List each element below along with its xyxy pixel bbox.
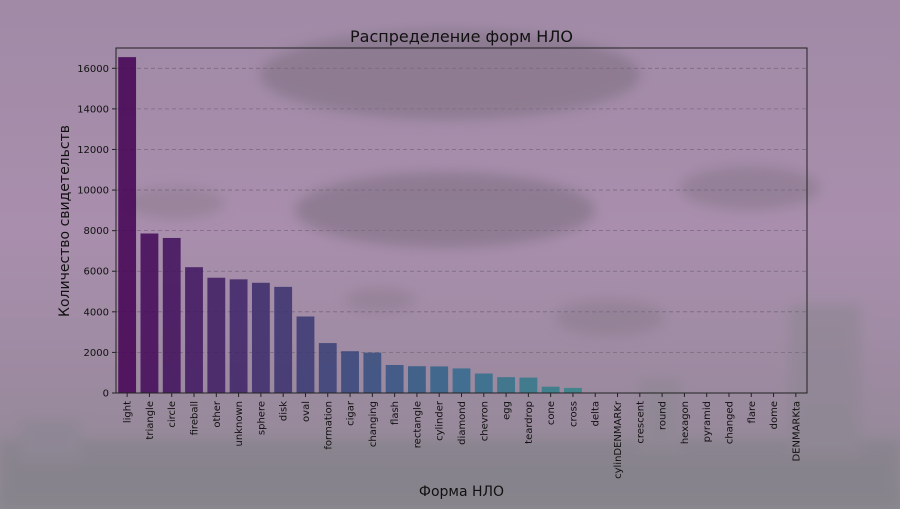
x-ticks: light triangle circle fireball other unknown s…	[123, 393, 802, 479]
bars	[118, 57, 805, 393]
bar-triangle	[140, 233, 159, 393]
y-tick-label: 2000	[84, 348, 109, 359]
x-tick-label: rectangle	[412, 401, 423, 448]
ufo-shape	[680, 166, 820, 210]
chart-title: Распределение форм НЛО	[350, 27, 573, 46]
bar-circle	[162, 237, 181, 393]
y-tick-label: 16000	[77, 64, 109, 75]
x-tick-label: cross	[568, 401, 579, 427]
y-axis-label: Количество свидетельств	[57, 125, 73, 317]
x-tick-label: DENMARKta	[791, 401, 802, 462]
x-tick-label: teardrop	[524, 401, 535, 444]
bar-rectangle	[408, 366, 426, 393]
x-tick-label: flash	[390, 401, 401, 425]
bar-diamond	[452, 368, 471, 393]
bar-other	[207, 277, 226, 393]
x-tick-label: sphere	[256, 401, 267, 435]
bar-cigar	[341, 351, 359, 393]
x-tick-label: crescent	[635, 401, 646, 444]
x-tick-label: cigar	[346, 400, 357, 426]
bar-changing	[363, 352, 382, 393]
bar-disk	[274, 286, 293, 393]
bar-oval	[296, 316, 315, 393]
bar-cylinder	[430, 366, 449, 393]
x-tick-label: chevron	[479, 401, 490, 441]
bar-cross	[564, 387, 582, 393]
ufo-shape	[555, 300, 665, 336]
x-tick-label: delta	[591, 401, 602, 426]
x-tick-label: oval	[301, 401, 312, 422]
x-tick-label: diamond	[457, 401, 468, 445]
x-tick-label: flare	[747, 401, 758, 423]
ufo-shape	[260, 30, 640, 120]
x-axis-label: Форма НЛО	[419, 484, 504, 500]
x-tick-label: other	[212, 400, 223, 428]
x-tick-label: hexagon	[680, 401, 691, 444]
y-tick-label: 10000	[77, 186, 109, 197]
x-tick-label: changing	[368, 401, 379, 447]
bar-sphere	[251, 282, 270, 393]
bar-formation	[318, 343, 337, 393]
x-tick-label: round	[658, 401, 669, 430]
x-tick-label: unknown	[234, 401, 245, 446]
x-tick-label: formation	[323, 401, 334, 450]
bar-cone	[541, 386, 560, 393]
bar-chevron	[474, 373, 493, 393]
y-tick-label: 14000	[77, 104, 109, 115]
x-tick-label: light	[123, 401, 134, 423]
bar-light	[118, 57, 137, 393]
ufo-shape	[125, 187, 225, 219]
x-tick-label: pyramid	[702, 401, 713, 442]
y-tick-label: 0	[103, 389, 109, 400]
city-skyline	[20, 420, 80, 460]
x-tick-label: egg	[502, 401, 513, 420]
city-skyline	[0, 440, 900, 509]
y-ticks: 0 2000 4000 6000 8000 10000 12000 14000 16000	[77, 64, 116, 400]
x-tick-label: cylinder	[435, 400, 446, 441]
x-tick-label: cone	[546, 401, 557, 425]
ufo-shape	[295, 172, 595, 248]
x-tick-label: changed	[724, 401, 735, 444]
y-tick-label: 6000	[84, 267, 109, 278]
bar-flash	[385, 364, 404, 393]
bar-egg	[497, 377, 515, 393]
x-tick-label: fireball	[190, 401, 201, 435]
ufo-shape	[345, 288, 415, 312]
x-tick-label: triangle	[145, 401, 156, 440]
x-tick-label: circle	[167, 401, 178, 428]
bar-fireball	[185, 267, 203, 393]
x-tick-label: disk	[279, 401, 290, 421]
y-tick-label: 8000	[84, 226, 109, 237]
x-tick-label: dome	[769, 401, 780, 429]
bar-unknown	[229, 279, 248, 393]
city-skyline	[790, 305, 860, 455]
y-tick-label: 12000	[77, 145, 109, 156]
city-skyline	[640, 380, 680, 450]
y-tick-label: 4000	[84, 307, 109, 318]
x-tick-label: cylinDENMARKr	[613, 400, 624, 479]
bar-teardrop	[519, 377, 538, 393]
